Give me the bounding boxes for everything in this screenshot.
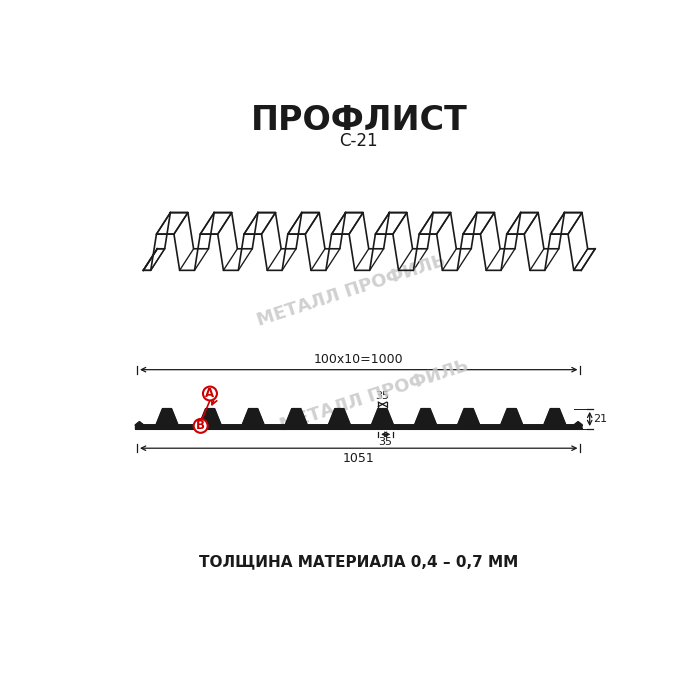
Polygon shape: [457, 213, 477, 270]
Polygon shape: [180, 248, 209, 270]
Text: ТОЛЩИНА МАТЕРИАЛА 0,4 – 0,7 ММ: ТОЛЩИНА МАТЕРИАЛА 0,4 – 0,7 ММ: [199, 554, 519, 569]
Polygon shape: [267, 248, 296, 270]
Polygon shape: [574, 248, 595, 270]
Polygon shape: [156, 213, 188, 234]
Polygon shape: [195, 213, 214, 270]
Polygon shape: [375, 213, 407, 234]
Polygon shape: [244, 213, 276, 234]
Polygon shape: [550, 213, 582, 234]
Polygon shape: [442, 248, 471, 270]
Polygon shape: [262, 213, 281, 270]
Polygon shape: [480, 213, 500, 270]
Polygon shape: [238, 213, 258, 270]
Polygon shape: [305, 213, 325, 270]
Circle shape: [194, 419, 208, 433]
Polygon shape: [332, 213, 363, 234]
Text: 1051: 1051: [343, 452, 374, 465]
Polygon shape: [150, 213, 170, 270]
Polygon shape: [524, 213, 544, 270]
Polygon shape: [545, 213, 564, 270]
Polygon shape: [501, 213, 521, 270]
Polygon shape: [463, 213, 494, 234]
Text: МЕТАЛЛ ПРОФИЛЬ: МЕТАЛЛ ПРОФИЛЬ: [254, 251, 447, 330]
Text: ПРОФЛИСТ: ПРОФЛИСТ: [251, 104, 467, 137]
Polygon shape: [568, 213, 588, 270]
Polygon shape: [144, 248, 164, 270]
Polygon shape: [349, 213, 369, 270]
Text: С-21: С-21: [340, 132, 378, 150]
Polygon shape: [218, 213, 237, 270]
Polygon shape: [398, 248, 428, 270]
Text: A: A: [205, 387, 214, 400]
Text: МЕТАЛЛ ПРОФИЛЬ: МЕТАЛЛ ПРОФИЛЬ: [278, 357, 471, 435]
Polygon shape: [223, 248, 252, 270]
Text: B: B: [196, 419, 205, 433]
Circle shape: [203, 386, 217, 400]
Polygon shape: [507, 213, 538, 234]
Polygon shape: [370, 213, 389, 270]
Polygon shape: [530, 248, 559, 270]
Text: 21: 21: [593, 414, 607, 424]
Polygon shape: [419, 213, 451, 234]
Polygon shape: [414, 213, 433, 270]
Polygon shape: [136, 409, 582, 429]
Text: 35: 35: [375, 391, 389, 401]
Polygon shape: [174, 213, 194, 270]
Text: 100х10=1000: 100х10=1000: [314, 353, 404, 366]
Polygon shape: [288, 213, 319, 234]
Text: 35: 35: [379, 438, 393, 447]
Polygon shape: [437, 213, 456, 270]
Polygon shape: [355, 248, 384, 270]
Polygon shape: [200, 213, 232, 234]
Polygon shape: [326, 213, 346, 270]
Polygon shape: [311, 248, 340, 270]
Polygon shape: [486, 248, 515, 270]
Polygon shape: [282, 213, 302, 270]
Polygon shape: [393, 213, 412, 270]
